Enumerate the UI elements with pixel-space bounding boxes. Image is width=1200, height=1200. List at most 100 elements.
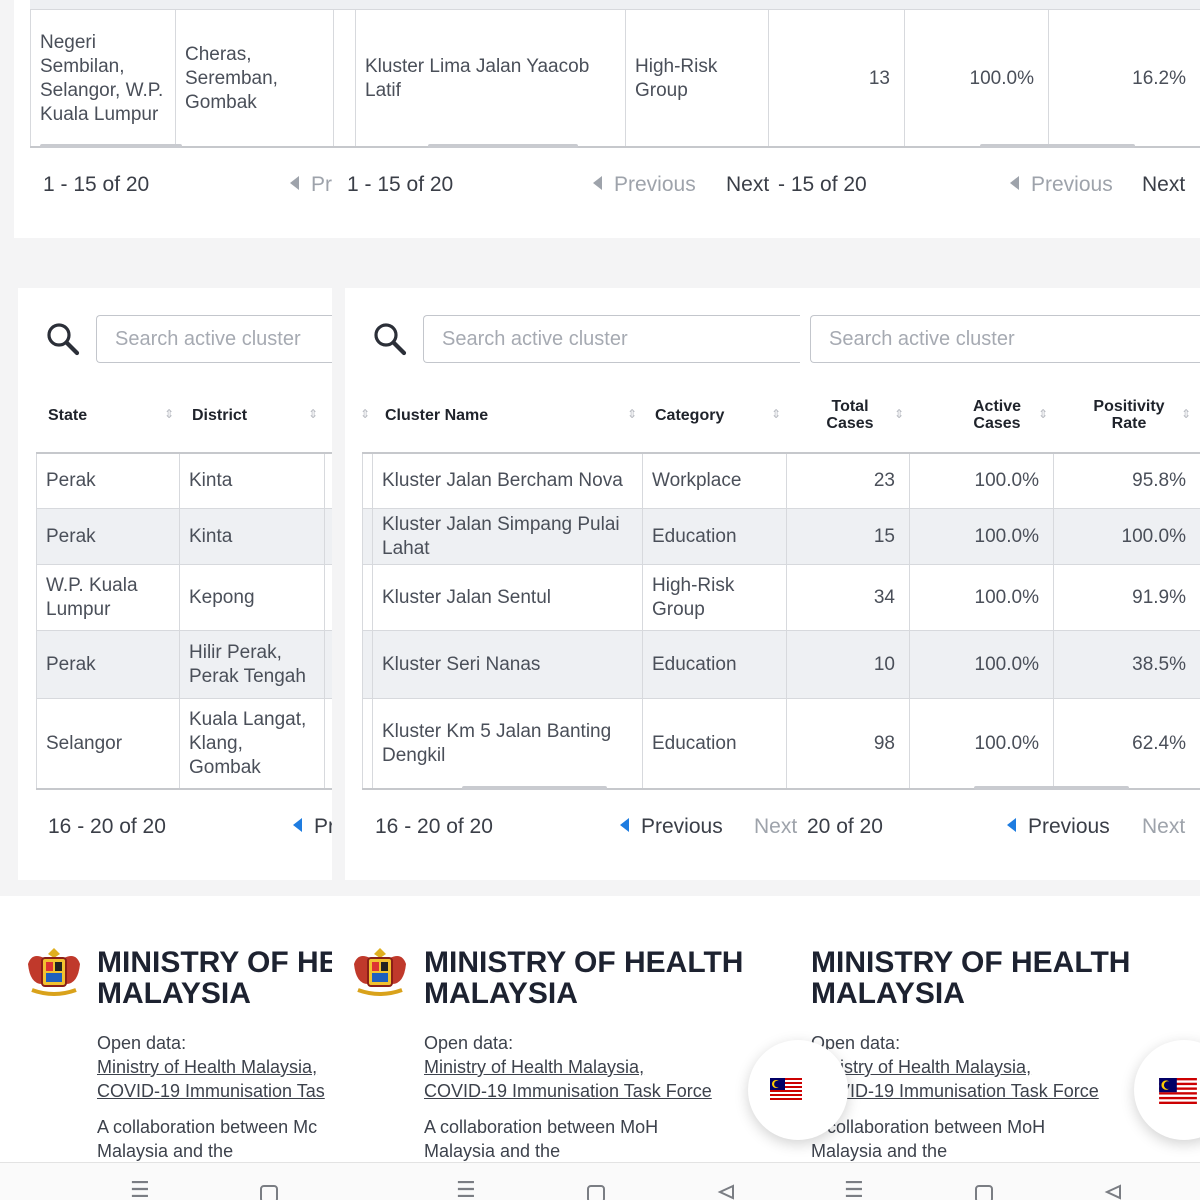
cell-cluster-name: Kluster Jalan Simpang Pulai Lahat <box>372 509 642 564</box>
table-row: Kluster Jalan Sentul High-Risk Group 34 … <box>362 565 1200 631</box>
pagination-range: 16 - 20 of 20 <box>48 815 166 838</box>
sort-icon[interactable]: ⇕ <box>360 407 371 421</box>
sort-icon[interactable]: ⇕ <box>627 407 638 421</box>
next-button[interactable]: Next <box>754 815 798 838</box>
moh-link[interactable]: Ministry of Health Malaysia, <box>424 1057 645 1077</box>
table-row: Perak Kinta <box>36 454 332 509</box>
search-input[interactable]: Search active cluster <box>423 315 800 363</box>
cell-state: Negeri Sembilan, Selangor, W.P. Kuala Lu… <box>30 10 175 148</box>
cell-total-cases: 23 <box>786 454 909 508</box>
next-button[interactable]: Next <box>1142 173 1186 196</box>
citf-link[interactable]: COVID-19 Immunisation Task Force <box>424 1081 712 1101</box>
cell-district: Kuala Langat, Klang, Gombak <box>179 699 324 788</box>
table-row: Kluster Jalan Bercham Nova Workplace 23 … <box>362 454 1200 509</box>
cell-category: Education <box>642 631 786 698</box>
column-header-district[interactable]: District <box>192 407 248 424</box>
malaysia-flag-icon <box>1159 1078 1197 1104</box>
sort-icon[interactable]: ⇕ <box>771 407 782 421</box>
column-header-active-cases[interactable]: Active Cases <box>972 398 1022 432</box>
column-header-category[interactable]: Category <box>655 407 725 424</box>
search-input[interactable]: Search active cluster <box>810 315 1200 363</box>
cell-positivity-rate: 16.2% <box>1048 10 1200 148</box>
ministry-title: MINISTRY OF HE MALAYSIA <box>97 947 332 1009</box>
next-button[interactable]: Next <box>726 173 770 196</box>
chevron-left-icon <box>1010 176 1019 190</box>
cell-category: Workplace <box>642 454 786 508</box>
citf-link[interactable]: COVID-19 Immunisation Task Force <box>811 1081 1099 1101</box>
table-row: Kluster Seri Nanas Education 10 100.0% 3… <box>362 631 1200 699</box>
right-panel <box>345 288 1200 880</box>
home-nav-icon[interactable] <box>260 1185 278 1200</box>
cell-active-cases: 100.0% <box>909 509 1053 564</box>
sort-icon[interactable]: ⇕ <box>308 407 319 421</box>
previous-button[interactable]: Previous <box>620 815 723 839</box>
cell-active-cases: 100.0% <box>909 699 1053 788</box>
home-nav-icon[interactable] <box>587 1185 605 1200</box>
open-data-text: Open data: Ministry of Health Malaysia, … <box>424 1033 712 1161</box>
column-header-cluster-name[interactable]: Cluster Name <box>385 407 489 424</box>
cell-positivity-rate: 100.0% <box>1053 509 1200 564</box>
open-data-text: Open data: Ministry of Health Malaysia, … <box>811 1033 1099 1161</box>
previous-button[interactable]: Previous <box>1010 173 1113 197</box>
cell-state: Perak <box>36 454 179 508</box>
cell-positivity-rate: 95.8% <box>1053 454 1200 508</box>
malaysia-flag-icon <box>770 1078 802 1100</box>
previous-button[interactable]: Pr <box>290 173 336 197</box>
cell-cluster-name: Kluster Jalan Bercham Nova <box>372 454 642 508</box>
ministry-title: MINISTRY OF HEALTH MALAYSIA <box>811 946 1131 1010</box>
horizontal-scrollbar[interactable] <box>40 144 182 148</box>
chevron-left-icon <box>620 818 629 832</box>
cell-district: Kinta <box>179 509 324 564</box>
cell-state: Perak <box>36 631 179 698</box>
sort-icon[interactable]: ⇕ <box>894 407 905 421</box>
cell-active-cases: 100.0% <box>909 631 1053 698</box>
horizontal-scrollbar[interactable] <box>428 144 578 148</box>
moh-link[interactable]: Ministry of Health Malaysia, <box>97 1057 318 1077</box>
cell-total-cases: 34 <box>786 565 909 630</box>
right-table: Kluster Jalan Bercham Nova Workplace 23 … <box>362 452 1200 790</box>
previous-button[interactable]: Pr <box>293 815 332 839</box>
cell-spacer <box>333 10 355 148</box>
menu-nav-icon[interactable]: ☰ <box>456 1177 476 1200</box>
search-icon[interactable] <box>373 322 407 356</box>
menu-nav-icon[interactable]: ☰ <box>844 1177 864 1200</box>
horizontal-scrollbar[interactable] <box>462 786 607 790</box>
column-header-state[interactable]: State <box>48 407 88 424</box>
language-button[interactable] <box>748 1040 848 1140</box>
previous-button[interactable]: Previous <box>593 173 696 197</box>
citf-link[interactable]: COVID-19 Immunisation Tas <box>97 1081 325 1101</box>
cell-cluster-name: Kluster Km 5 Jalan Banting Dengkil <box>372 699 642 788</box>
sort-icon[interactable]: ⇕ <box>1038 407 1049 421</box>
search-icon[interactable] <box>46 322 80 356</box>
cell-active-cases: 100.0% <box>909 454 1053 508</box>
column-header-total-cases[interactable]: Total Cases <box>826 398 874 432</box>
menu-nav-icon[interactable]: ☰ <box>130 1177 150 1200</box>
search-input[interactable]: Search active cluster <box>96 315 332 363</box>
next-button[interactable]: Next <box>1142 815 1186 838</box>
system-navigation-bar <box>0 1162 1200 1200</box>
home-nav-icon[interactable] <box>975 1185 993 1200</box>
sort-icon[interactable]: ⇕ <box>1181 407 1192 421</box>
top-table: Negeri Sembilan, Selangor, W.P. Kuala Lu… <box>30 0 1200 150</box>
left-table: Perak Kinta Perak Kinta W.P. Kuala Lumpu… <box>36 452 332 790</box>
back-nav-icon[interactable] <box>716 1184 736 1200</box>
horizontal-scrollbar[interactable] <box>980 144 1135 148</box>
chevron-left-icon <box>593 176 602 190</box>
cell-active-cases: 100.0% <box>909 565 1053 630</box>
footer <box>0 896 1200 1162</box>
ministry-title: MINISTRY OF HEALTH MALAYSIA <box>424 946 744 1010</box>
previous-button[interactable]: Previous <box>1007 815 1110 839</box>
cell-positivity-rate: 38.5% <box>1053 631 1200 698</box>
moh-link[interactable]: Ministry of Health Malaysia, <box>811 1057 1032 1077</box>
cell-positivity-rate: 91.9% <box>1053 565 1200 630</box>
cell-district: Kepong <box>179 565 324 630</box>
cell-total-cases: 10 <box>786 631 909 698</box>
horizontal-scrollbar[interactable] <box>974 786 1129 790</box>
pagination-range: 16 - 20 of 20 <box>375 815 493 838</box>
column-header-positivity-rate[interactable]: Positivity Rate <box>1093 398 1165 432</box>
cell-category: Education <box>642 509 786 564</box>
back-nav-icon[interactable] <box>1103 1184 1123 1200</box>
sort-icon[interactable]: ⇕ <box>164 407 175 421</box>
cell-district: Kinta <box>179 454 324 508</box>
cell-category: High-Risk Group <box>642 565 786 630</box>
